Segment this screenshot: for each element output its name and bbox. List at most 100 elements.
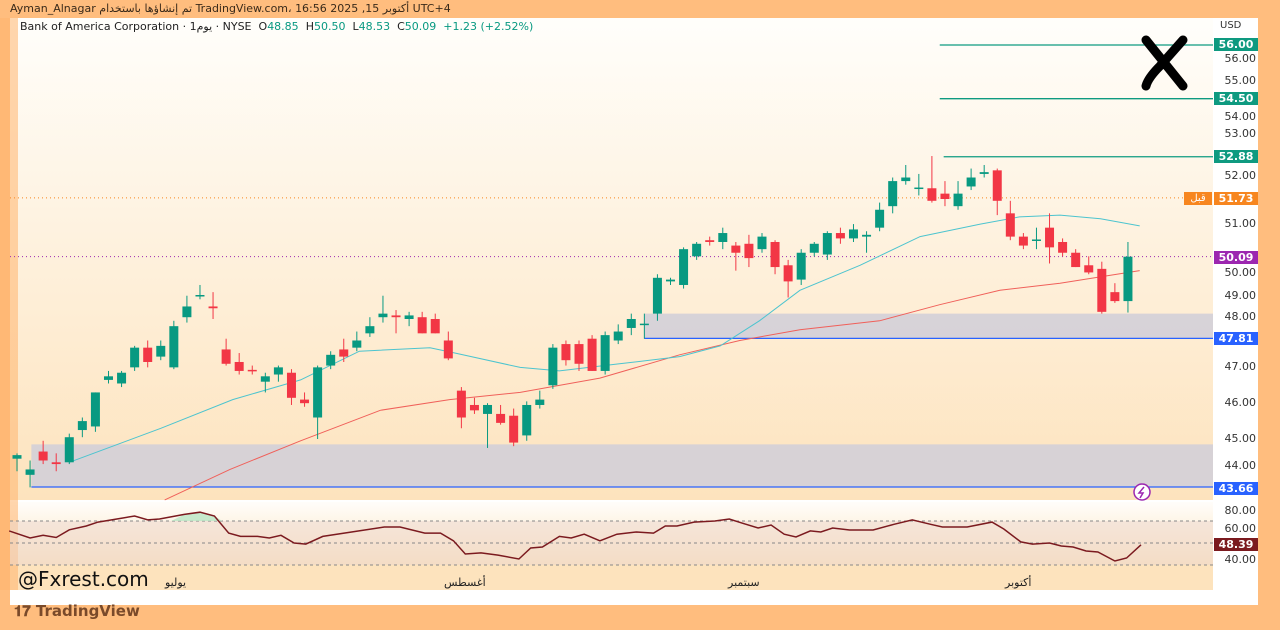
chart-attribution: Ayman_Alnagar تم إنشاؤها باستخدام Tradin… <box>10 2 451 15</box>
support-zone <box>31 444 1214 487</box>
candle-up <box>848 229 858 239</box>
price-tick: 56.00 <box>1224 51 1257 65</box>
candle-up <box>103 376 113 380</box>
candle-down <box>456 390 466 418</box>
rsi-overbought-fill <box>171 512 223 521</box>
candle-down <box>1084 265 1094 273</box>
candle-down <box>940 193 950 200</box>
candle-up <box>862 234 872 237</box>
candle-down <box>992 170 1002 201</box>
open-value: 48.85 <box>267 20 299 33</box>
symbol-legend: Bank of America Corporation · 1يوم · NYS… <box>20 20 533 33</box>
candle-up <box>600 335 610 371</box>
candle-up <box>979 172 989 174</box>
tradingview-logo[interactable]: 𝟏𝟕 TradingView <box>14 602 140 620</box>
candle-down <box>731 245 741 253</box>
candle-up <box>404 315 414 320</box>
candle-up <box>757 236 767 250</box>
candle-down <box>38 451 48 461</box>
candle-down <box>1045 227 1055 248</box>
symbol-name[interactable]: Bank of America Corporation · 1يوم · NYS… <box>20 20 252 33</box>
price-tick: 48.00 <box>1224 309 1257 323</box>
candle-up <box>273 367 283 375</box>
high-label: H <box>305 20 314 33</box>
candle-up <box>169 326 179 368</box>
candle-down <box>1110 292 1120 302</box>
candle-up <box>483 404 493 414</box>
candle-up <box>914 187 924 190</box>
candle-down <box>443 340 453 359</box>
candle-up <box>352 340 362 348</box>
candle-up <box>156 345 166 357</box>
change-value: +1.23 (+2.52%) <box>443 20 534 33</box>
candle-up <box>313 367 323 418</box>
candle-down <box>1018 236 1028 246</box>
price-tick: 54.00 <box>1224 109 1257 123</box>
pre-market-label: قبل <box>1184 192 1212 205</box>
currency-label[interactable]: USD <box>1220 20 1242 31</box>
candle-up <box>639 323 649 326</box>
price-tick: 51.00 <box>1224 217 1257 231</box>
candle-up <box>535 399 545 405</box>
candle-down <box>744 243 754 259</box>
candle-up <box>522 404 532 436</box>
candle-down <box>587 338 597 371</box>
candle-down <box>221 349 231 364</box>
price-tick: 49.00 <box>1224 288 1257 302</box>
candle-up <box>652 277 662 314</box>
candle-up <box>182 306 192 318</box>
last-price-tag: 50.09 <box>1214 251 1258 264</box>
price-tick: 44.00 <box>1224 458 1257 472</box>
candle-up <box>378 313 388 318</box>
candle-up <box>90 392 100 427</box>
candle-up <box>966 177 976 187</box>
candle-down <box>391 315 401 318</box>
date-label-september: سبتمبر <box>728 576 760 589</box>
pre-market-price-tag: 51.73 <box>1214 192 1258 205</box>
candle-up <box>117 372 127 384</box>
candle-down <box>561 344 571 361</box>
moving-average-slow <box>164 270 1140 501</box>
candle-down <box>1071 252 1081 268</box>
rsi-line <box>8 511 1142 562</box>
candle-up <box>613 331 623 341</box>
candle-down <box>339 349 349 357</box>
candle-up <box>888 181 898 207</box>
date-label-october: أكتوبر <box>1005 576 1032 589</box>
left-overlay <box>0 18 18 590</box>
brand-logo-icon <box>1141 35 1188 91</box>
lightning-icon <box>1137 486 1145 499</box>
price-tick: 45.00 <box>1224 432 1257 445</box>
candle-up <box>901 177 911 182</box>
candle-up <box>953 193 963 207</box>
price-tick: 47.00 <box>1224 360 1257 374</box>
candle-up <box>666 279 675 282</box>
candle-up <box>692 243 702 257</box>
candle-down <box>300 399 310 404</box>
date-label-august: أغسطس <box>444 576 486 589</box>
price-tick: 53.00 <box>1224 127 1257 141</box>
candle-down <box>51 462 61 465</box>
candle-down <box>1058 241 1068 253</box>
candle-up <box>718 233 728 242</box>
candle-down <box>496 413 506 423</box>
tradingview-logo-text: TradingView <box>35 602 140 620</box>
candle-up <box>130 347 140 368</box>
level-tag-56: 56.00 <box>1214 38 1258 51</box>
candle-down <box>430 319 440 334</box>
candle-up <box>326 354 336 366</box>
date-axis[interactable] <box>10 567 1213 590</box>
rsi-value-tag: 48.39 <box>1214 538 1258 551</box>
price-tick: 46.00 <box>1224 396 1257 410</box>
support-zone <box>644 313 1213 339</box>
candle-down <box>1097 268 1107 312</box>
candle-up <box>626 319 636 328</box>
candle-up <box>12 455 22 459</box>
earnings-event-icon <box>1133 483 1151 501</box>
candle-up <box>77 421 87 431</box>
rsi-tick: 60.00 <box>1224 522 1257 535</box>
date-label-july: يوليو <box>165 576 187 589</box>
candle-down <box>417 317 427 334</box>
candle-down <box>286 372 296 398</box>
